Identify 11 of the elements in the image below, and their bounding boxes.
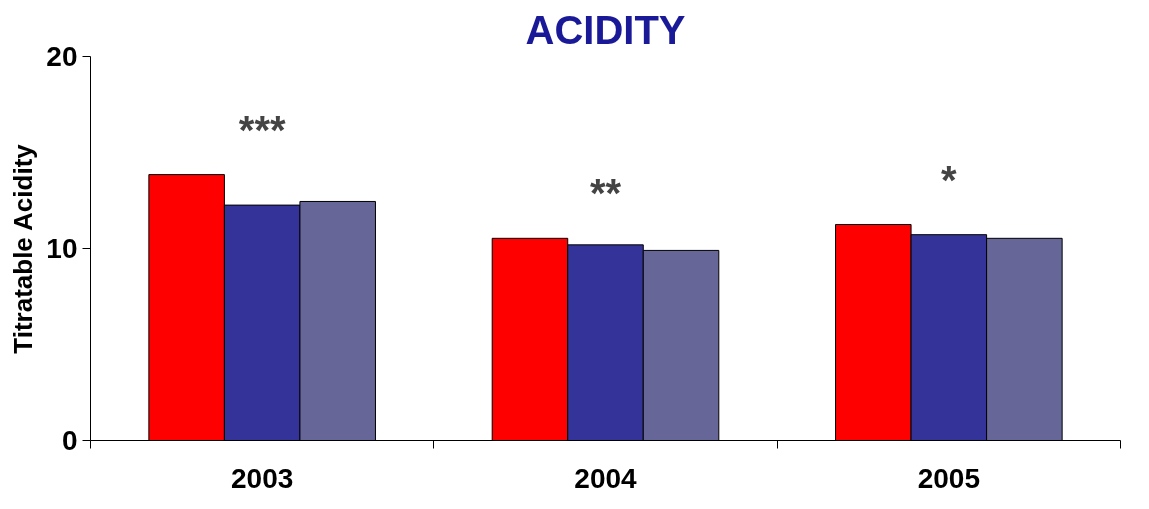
x-tick-label: 2005	[917, 462, 980, 494]
annotation: *	[941, 157, 958, 202]
y-tick-label: 20	[46, 41, 78, 72]
y-axis-title: Titratable Acidity	[8, 143, 39, 354]
y-tick-label: 10	[46, 233, 78, 264]
chart-title: ACIDITY	[525, 7, 686, 52]
annotation: ***	[238, 107, 286, 152]
x-tick-label: 2004	[574, 462, 638, 494]
x-tick-label: 2003	[231, 462, 294, 494]
y-tick-label: 0	[61, 425, 78, 456]
annotation: **	[589, 171, 622, 216]
